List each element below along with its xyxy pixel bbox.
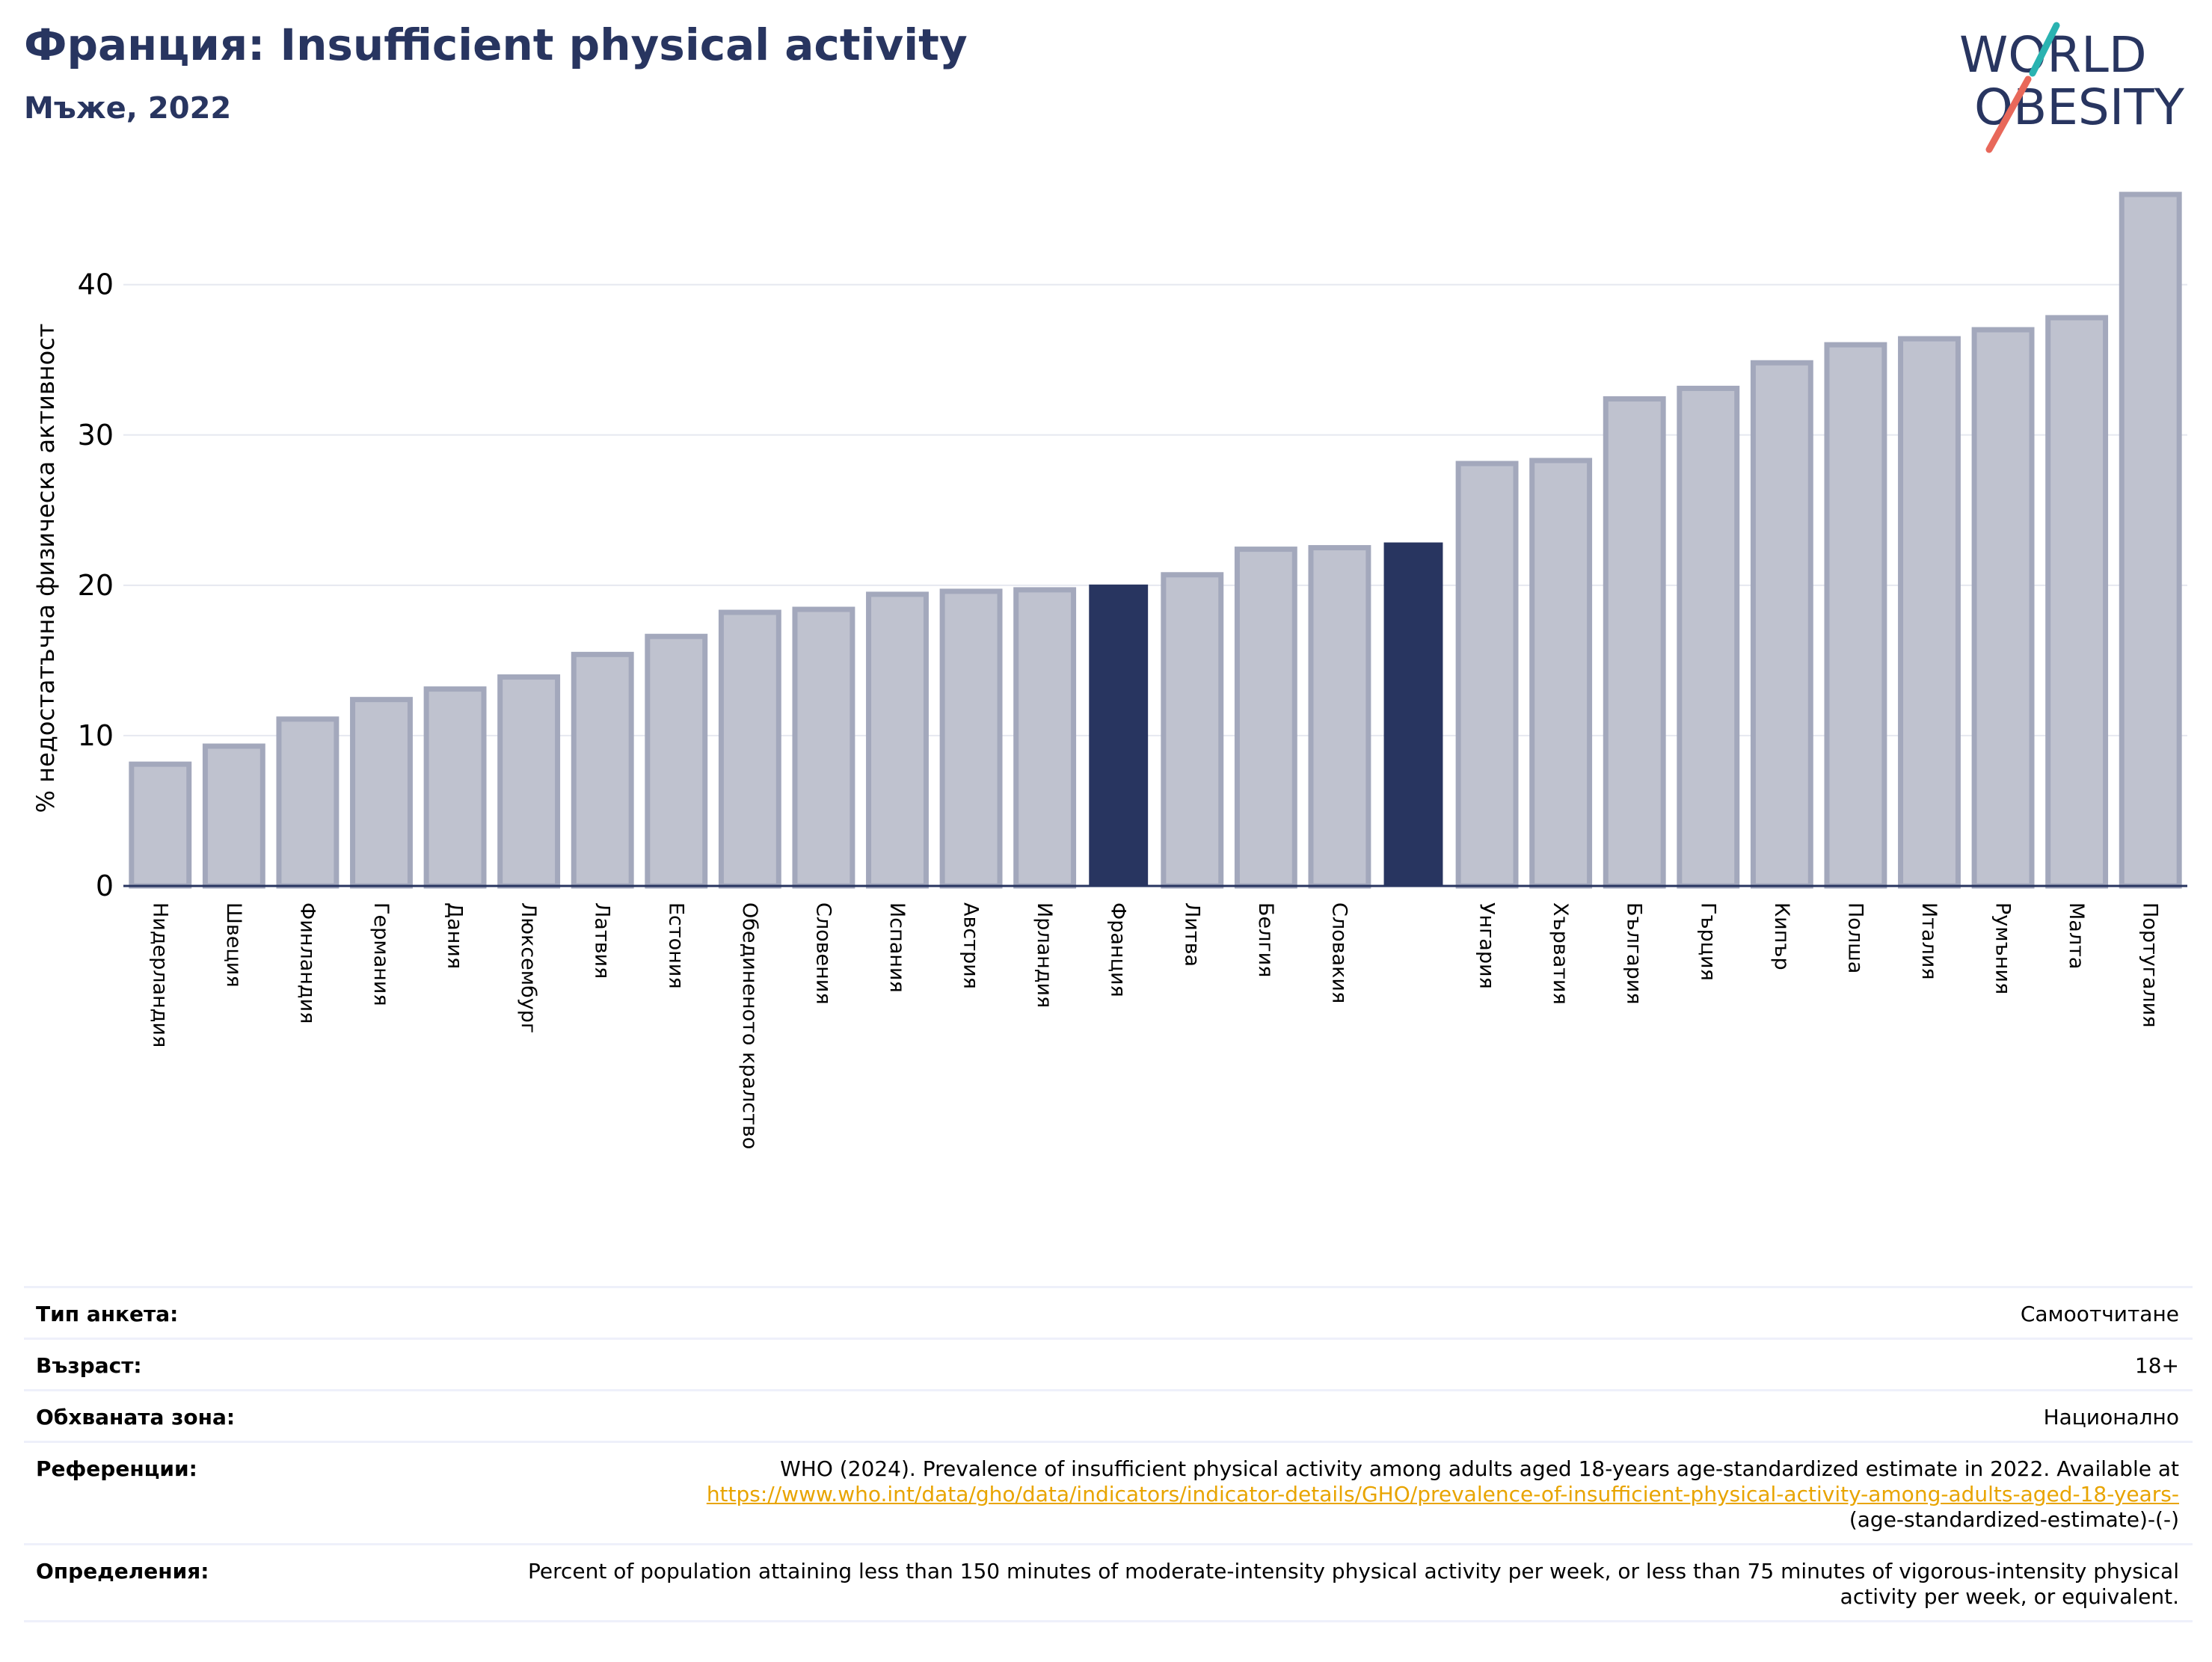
bar-Нидерландия bbox=[129, 761, 192, 889]
y-tick-label: 30 bbox=[78, 419, 114, 452]
bar-Обединеното кралство bbox=[718, 609, 781, 889]
y-tick-label: 40 bbox=[78, 268, 114, 301]
x-tick-label: Германия bbox=[369, 902, 393, 1006]
bar-Литва bbox=[1161, 572, 1224, 889]
bar-Полша bbox=[1824, 342, 1887, 889]
bar-Швеция bbox=[202, 743, 265, 889]
bar-Австрия bbox=[939, 588, 1003, 889]
info-value-text: (age-standardized-estimate)-(-) bbox=[1849, 1507, 2179, 1532]
y-tick-label: 0 bbox=[96, 870, 114, 902]
x-tick-label: Дания bbox=[443, 902, 467, 969]
bar-Румъния bbox=[1971, 327, 2035, 889]
bar-Португалия bbox=[2119, 191, 2182, 889]
x-tick-label: Полша bbox=[1843, 902, 1867, 973]
info-label: Възраст: bbox=[36, 1353, 142, 1378]
info-row: Обхваната зона: Национално bbox=[24, 1389, 2193, 1441]
x-tick-label: Латвия bbox=[591, 902, 614, 979]
x-tick-label: България bbox=[1623, 902, 1646, 1005]
y-tick-label: 10 bbox=[78, 719, 114, 752]
info-value-text: Самоотчитане bbox=[2020, 1302, 2179, 1326]
bar-Франция bbox=[1089, 584, 1149, 887]
x-tick-label: Австрия bbox=[959, 902, 983, 989]
info-value-text: 18+ bbox=[2134, 1353, 2179, 1378]
x-tick-label: Испания bbox=[885, 902, 909, 993]
info-value: Национално bbox=[2044, 1405, 2179, 1430]
bar-Италия bbox=[1898, 336, 1961, 889]
bar-Испания bbox=[866, 591, 929, 889]
x-tick-label: Франция bbox=[1107, 902, 1130, 997]
chart-subtitle: Мъже, 2022 bbox=[24, 91, 232, 126]
x-tick-label: Италия bbox=[1917, 902, 1941, 980]
bar-Люксембург bbox=[497, 674, 561, 889]
x-tick-label: Кипър bbox=[1770, 902, 1793, 970]
bar-Дания bbox=[423, 686, 487, 889]
bar-Белгия bbox=[1234, 547, 1297, 889]
bars bbox=[123, 191, 2187, 889]
x-tick-label: Швеция bbox=[222, 902, 245, 988]
reference-link[interactable]: https://www.who.int/data/gho/data/indica… bbox=[706, 1482, 2179, 1506]
info-row: Референции: WHO (2024). Prevalence of ins… bbox=[24, 1441, 2193, 1543]
x-tick-label: Люксембург bbox=[517, 902, 540, 1033]
metadata-table: Тип анкета: Самоотчитане Възраст: 18+ Обхван… bbox=[24, 1286, 2193, 1622]
info-value: Percent of population attaining less tha… bbox=[459, 1559, 2179, 1610]
chart-title: Франция: Insufficient physical activity bbox=[24, 19, 968, 70]
x-tick-label: Гърция bbox=[1696, 902, 1719, 981]
x-tick-label: Естония bbox=[664, 902, 687, 989]
x-tick-label: Обединеното кралство bbox=[738, 902, 761, 1149]
logo-slash-coral bbox=[1985, 76, 2032, 153]
info-value-text: Percent of population attaining less tha… bbox=[528, 1559, 2179, 1609]
bar-Хърватия bbox=[1529, 458, 1593, 889]
info-label: Обхваната зона: bbox=[36, 1405, 236, 1429]
y-axis: 0 10 20 30 40 bbox=[78, 268, 114, 902]
bar-Унгария bbox=[1455, 461, 1519, 889]
info-label: Определения: bbox=[36, 1559, 209, 1583]
info-row: Възраст: 18+ bbox=[24, 1338, 2193, 1389]
x-tick-label: Словакия bbox=[1327, 902, 1351, 1003]
bar-chart: 0 10 20 30 40 % недостатъчна физическа актив… bbox=[31, 191, 2187, 1149]
x-tick-label: Хърватия bbox=[1549, 902, 1572, 1005]
bar-Словения bbox=[792, 606, 855, 889]
bar-Малта bbox=[2045, 315, 2109, 889]
bar-България bbox=[1603, 396, 1666, 889]
info-label: Референции: bbox=[36, 1456, 197, 1481]
x-tick-label: Белгия bbox=[1254, 902, 1277, 977]
logo-slash-teal bbox=[2029, 22, 2060, 77]
info-value: Самоотчитане bbox=[2021, 1302, 2179, 1327]
x-tick-label: Румъния bbox=[1991, 902, 2015, 994]
x-tick-label: Ирландия bbox=[1033, 902, 1056, 1008]
bar-Латвия bbox=[571, 651, 634, 889]
bar-Словакия bbox=[1308, 545, 1371, 889]
info-value: 18+ bbox=[2135, 1353, 2179, 1379]
info-value-text: Национално bbox=[2043, 1405, 2179, 1429]
world-obesity-logo: WORLD OBESITY bbox=[1959, 22, 2185, 153]
logo-text-obesity: OBESITY bbox=[1974, 79, 2185, 136]
y-tick-label: 20 bbox=[78, 569, 114, 602]
bar-Германия bbox=[350, 697, 413, 889]
bar-unlabeled bbox=[1383, 542, 1443, 887]
info-value: WHO (2024). Prevalence of insufficient p… bbox=[707, 1456, 2179, 1533]
x-axis-labels: Нидерландия Швеция Финландия Германия Дания Л… bbox=[148, 902, 2161, 1149]
bar-Финландия bbox=[276, 716, 340, 889]
x-tick-label: Словения bbox=[811, 902, 835, 1005]
bar-Ирландия bbox=[1013, 587, 1077, 889]
info-value-text: WHO (2024). Prevalence of insufficient p… bbox=[780, 1456, 2179, 1481]
x-tick-label: Нидерландия bbox=[148, 902, 171, 1047]
info-row: Определения: Percent of population attain… bbox=[24, 1543, 2193, 1622]
bar-Гърция bbox=[1677, 385, 1740, 889]
x-tick-label: Португалия bbox=[2139, 902, 2162, 1027]
x-tick-label: Малта bbox=[2065, 902, 2088, 969]
info-label: Тип анкета: bbox=[36, 1302, 179, 1326]
x-tick-label: Литва bbox=[1180, 902, 1203, 967]
x-tick-label: Унгария bbox=[1475, 902, 1499, 989]
info-row: Тип анкета: Самоотчитане bbox=[24, 1286, 2193, 1338]
x-tick-label: Финландия bbox=[295, 902, 319, 1024]
y-axis-title: % недостатъчна физическа активност bbox=[31, 324, 60, 813]
bar-Естония bbox=[645, 633, 708, 889]
bar-Кипър bbox=[1750, 360, 1813, 889]
